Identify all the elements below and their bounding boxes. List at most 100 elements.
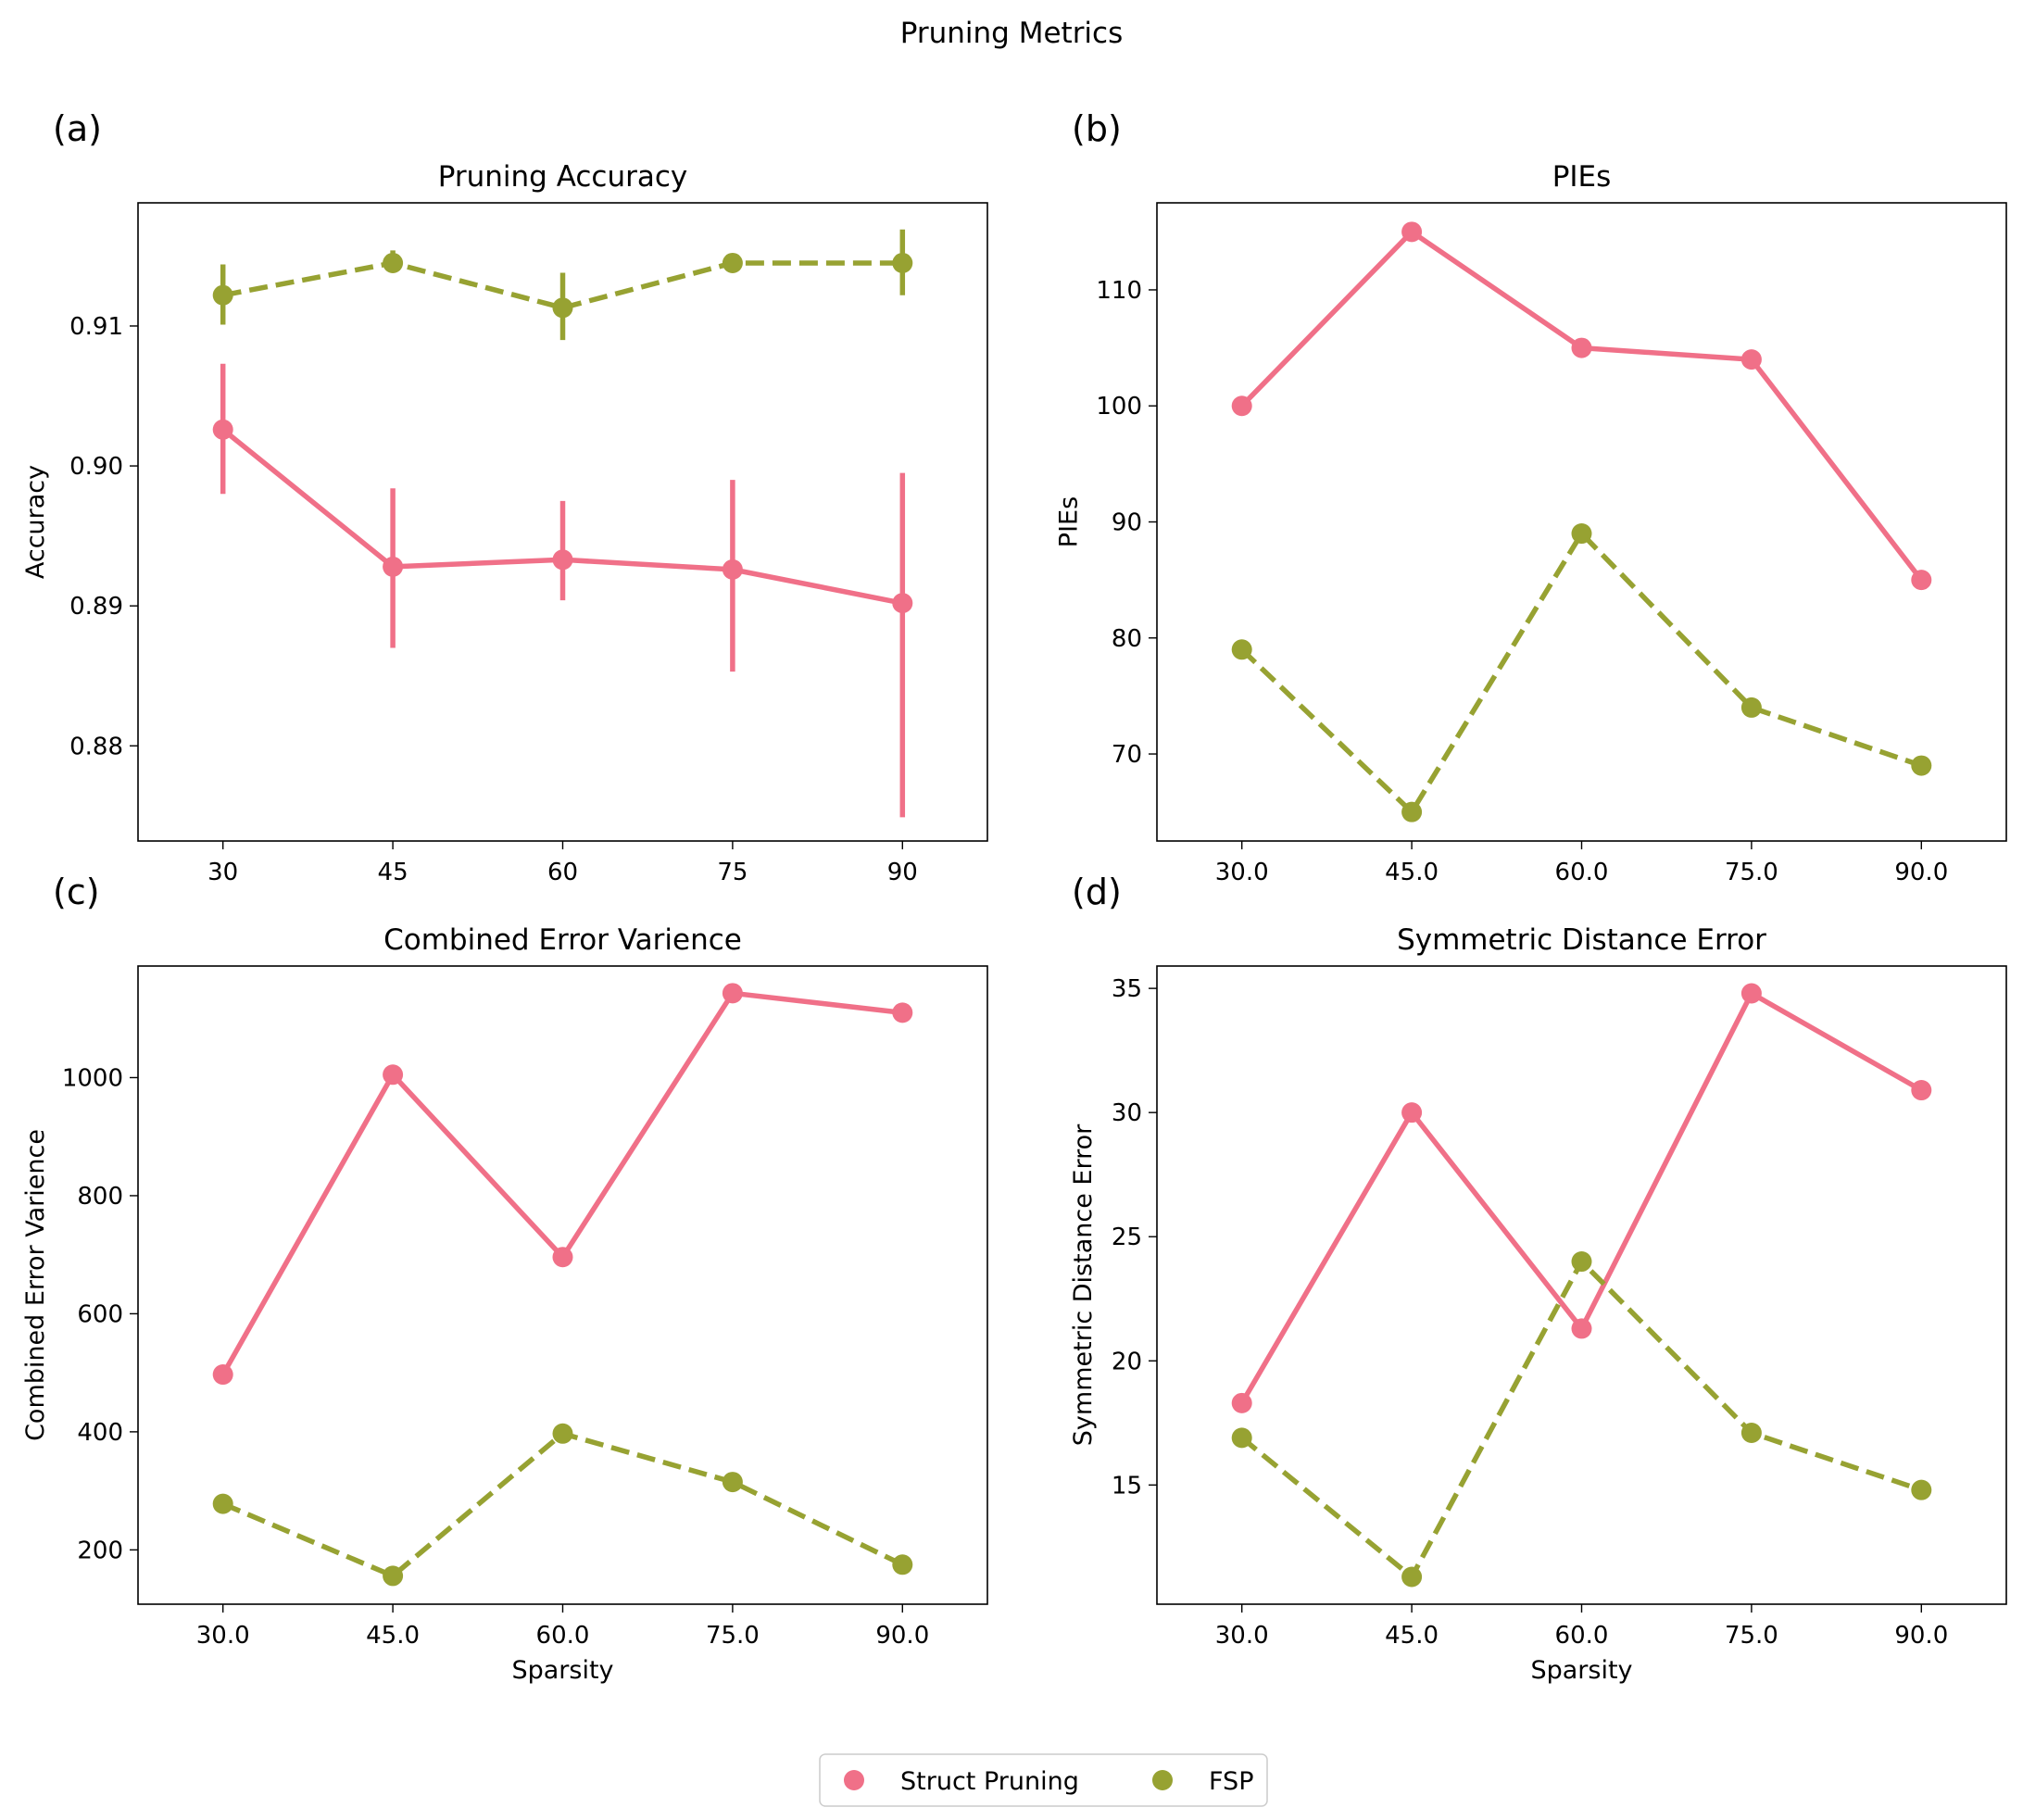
panel-1-xtick-label: 45 xyxy=(378,859,408,886)
panel-1-struct-pruning-point xyxy=(892,593,913,614)
panel-3-fsp-point xyxy=(722,1472,743,1493)
panel-2-ytick-label: 80 xyxy=(1112,625,1142,653)
panel-1-struct-pruning-series xyxy=(212,363,913,818)
panel-1-struct-pruning-point xyxy=(383,556,404,577)
panel-2-fsp-point xyxy=(1231,639,1252,660)
panel-3-xlabel: Sparsity xyxy=(511,1656,613,1685)
panel-4-struct-pruning-point xyxy=(1401,1102,1423,1123)
panel-3-ylabel: Combined Error Varience xyxy=(21,1129,50,1441)
panel-3: (c) Combined Error Varience 30.0 45.0 60.0 75… xyxy=(21,872,988,1685)
panel-3-fsp-point xyxy=(552,1423,573,1444)
panel-3-fsp-point xyxy=(892,1554,913,1575)
panel-2-fsp-point xyxy=(1911,755,1932,776)
panel-4-struct-pruning-series xyxy=(1231,983,1932,1413)
panel-3-struct-pruning-point xyxy=(383,1064,404,1086)
panel-1-fsp-point xyxy=(383,252,404,273)
panel-1-ylabel: Accuracy xyxy=(21,465,50,579)
panel-4-fsp-point xyxy=(1401,1566,1423,1588)
panel-2-xtick-label: 30.0 xyxy=(1215,859,1269,886)
panel-2-struct-pruning-point xyxy=(1571,337,1592,358)
panel-2-xtick-label: 75.0 xyxy=(1725,859,1778,886)
panel-4-xlabel: Sparsity xyxy=(1530,1656,1632,1685)
panel-3-fsp-point xyxy=(383,1565,404,1587)
legend: Struct Pruning FSP xyxy=(819,1753,1268,1807)
panel-4-fsp-series xyxy=(1231,1251,1932,1588)
panel-4-xtick-label: 60.0 xyxy=(1555,1622,1609,1650)
panel-1-struct-pruning-point xyxy=(212,419,233,440)
panel-1-fsp-series xyxy=(212,229,913,341)
panel-3-xtick-label: 75.0 xyxy=(706,1622,760,1650)
panel-3-struct-pruning-point xyxy=(552,1247,573,1268)
panel-4-title: Symmetric Distance Error xyxy=(1397,923,1766,957)
panel-4-ytick-label: 15 xyxy=(1112,1472,1142,1500)
panel-2-title: PIEs xyxy=(1552,160,1612,194)
panel-4-ytick-label: 25 xyxy=(1112,1224,1142,1251)
panel-1: (a) Pruning Accuracy 30 45 60 75 90 0.88 0.89 0.9… xyxy=(21,108,988,886)
panel-1-ytick-label: 0.88 xyxy=(69,733,123,760)
panel-1-xtick-label: 75 xyxy=(717,859,748,886)
panel-2-fsp-point xyxy=(1740,697,1762,718)
panel-4-xtick-label: 90.0 xyxy=(1894,1622,1948,1650)
panel-3-label: (c) xyxy=(53,872,100,912)
panel-2-fsp-series xyxy=(1231,523,1932,822)
legend-marker-struct-pruning xyxy=(844,1770,864,1790)
panel-1-ytick-label: 0.89 xyxy=(69,593,123,621)
panel-3-xtick-label: 60.0 xyxy=(536,1622,590,1650)
panel-3-xtick-label: 90.0 xyxy=(875,1622,929,1650)
panel-2-struct-pruning-point xyxy=(1401,221,1423,243)
panel-2-fsp-line xyxy=(1239,531,1923,815)
panel-3-struct-pruning-point xyxy=(892,1002,913,1023)
panel-2-xtick-label: 45.0 xyxy=(1385,859,1439,886)
legend-label-struct-pruning: Struct Pruning xyxy=(900,1767,1079,1796)
panel-4-struct-pruning-point xyxy=(1740,983,1762,1004)
panel-1-fsp-point xyxy=(892,252,913,273)
panel-2-ytick-label: 110 xyxy=(1096,277,1142,305)
panel-1-label: (a) xyxy=(53,108,102,149)
panel-4-frame xyxy=(1156,965,2007,1605)
panel-2-ylabel: PIEs xyxy=(1055,496,1084,547)
panel-3-struct-pruning-series xyxy=(212,983,913,1386)
panel-3-xtick-label: 45.0 xyxy=(366,1622,420,1650)
panel-4-ytick-label: 35 xyxy=(1112,975,1142,1003)
panel-2-fsp-point xyxy=(1571,523,1592,545)
panel-3-struct-pruning-point xyxy=(212,1364,233,1386)
panel-3-ytick-label: 600 xyxy=(77,1300,123,1328)
panel-2-fsp-point xyxy=(1401,801,1423,822)
panel-3-ytick-label: 800 xyxy=(77,1183,123,1211)
panel-3-ytick-label: 1000 xyxy=(62,1064,123,1092)
panel-3-fsp-point xyxy=(212,1493,233,1514)
panel-4-struct-pruning-point xyxy=(1911,1080,1932,1101)
panel-4-ytick-label: 30 xyxy=(1112,1099,1142,1127)
panel-1-ytick-label: 0.91 xyxy=(69,313,123,341)
panel-4-fsp-point xyxy=(1231,1427,1252,1449)
panel-1-fsp-point xyxy=(722,252,743,273)
panel-2-struct-pruning-point xyxy=(1231,395,1252,417)
panel-4-xtick-label: 30.0 xyxy=(1215,1622,1269,1650)
legend-label-fsp: FSP xyxy=(1209,1767,1253,1796)
panel-1-title: Pruning Accuracy xyxy=(438,160,688,194)
panel-2-xtick-label: 90.0 xyxy=(1894,859,1948,886)
panel-3-fsp-line xyxy=(221,1431,904,1579)
panel-3-struct-pruning-point xyxy=(722,983,743,1004)
figure-suptitle: Pruning Metrics xyxy=(900,17,1124,50)
panel-1-ytick-label: 0.90 xyxy=(69,453,123,481)
panel-4-fsp-point xyxy=(1740,1423,1762,1444)
panel-4-fsp-point xyxy=(1911,1479,1932,1500)
panel-2: (b) PIEs 30.0 45.0 60.0 75.0 90.0 70 80 90 100 110 P… xyxy=(1055,108,2007,886)
panel-4-label: (d) xyxy=(1072,872,1122,912)
panel-4: (d) Symmetric Distance Error 30.0 45.0 60.0 7… xyxy=(1069,872,2007,1685)
panel-4-fsp-line xyxy=(1239,1259,1923,1580)
panel-1-struct-pruning-point xyxy=(722,559,743,580)
panel-4-xtick-label: 45.0 xyxy=(1385,1622,1439,1650)
panel-4-ytick-label: 20 xyxy=(1112,1348,1142,1375)
panel-2-xtick-label: 60.0 xyxy=(1555,859,1609,886)
panel-1-fsp-point xyxy=(212,284,233,306)
panel-3-ytick-label: 400 xyxy=(77,1419,123,1447)
panel-3-struct-pruning-line xyxy=(220,990,903,1376)
panel-1-xtick-label: 60 xyxy=(547,859,578,886)
panel-3-ytick-label: 200 xyxy=(77,1537,123,1564)
panel-1-fsp-point xyxy=(552,297,573,319)
panel-3-fsp-series xyxy=(212,1423,913,1587)
axes-layer: (a) Pruning Accuracy 30 45 60 75 90 0.88 0.89 0.9… xyxy=(21,108,2007,1685)
